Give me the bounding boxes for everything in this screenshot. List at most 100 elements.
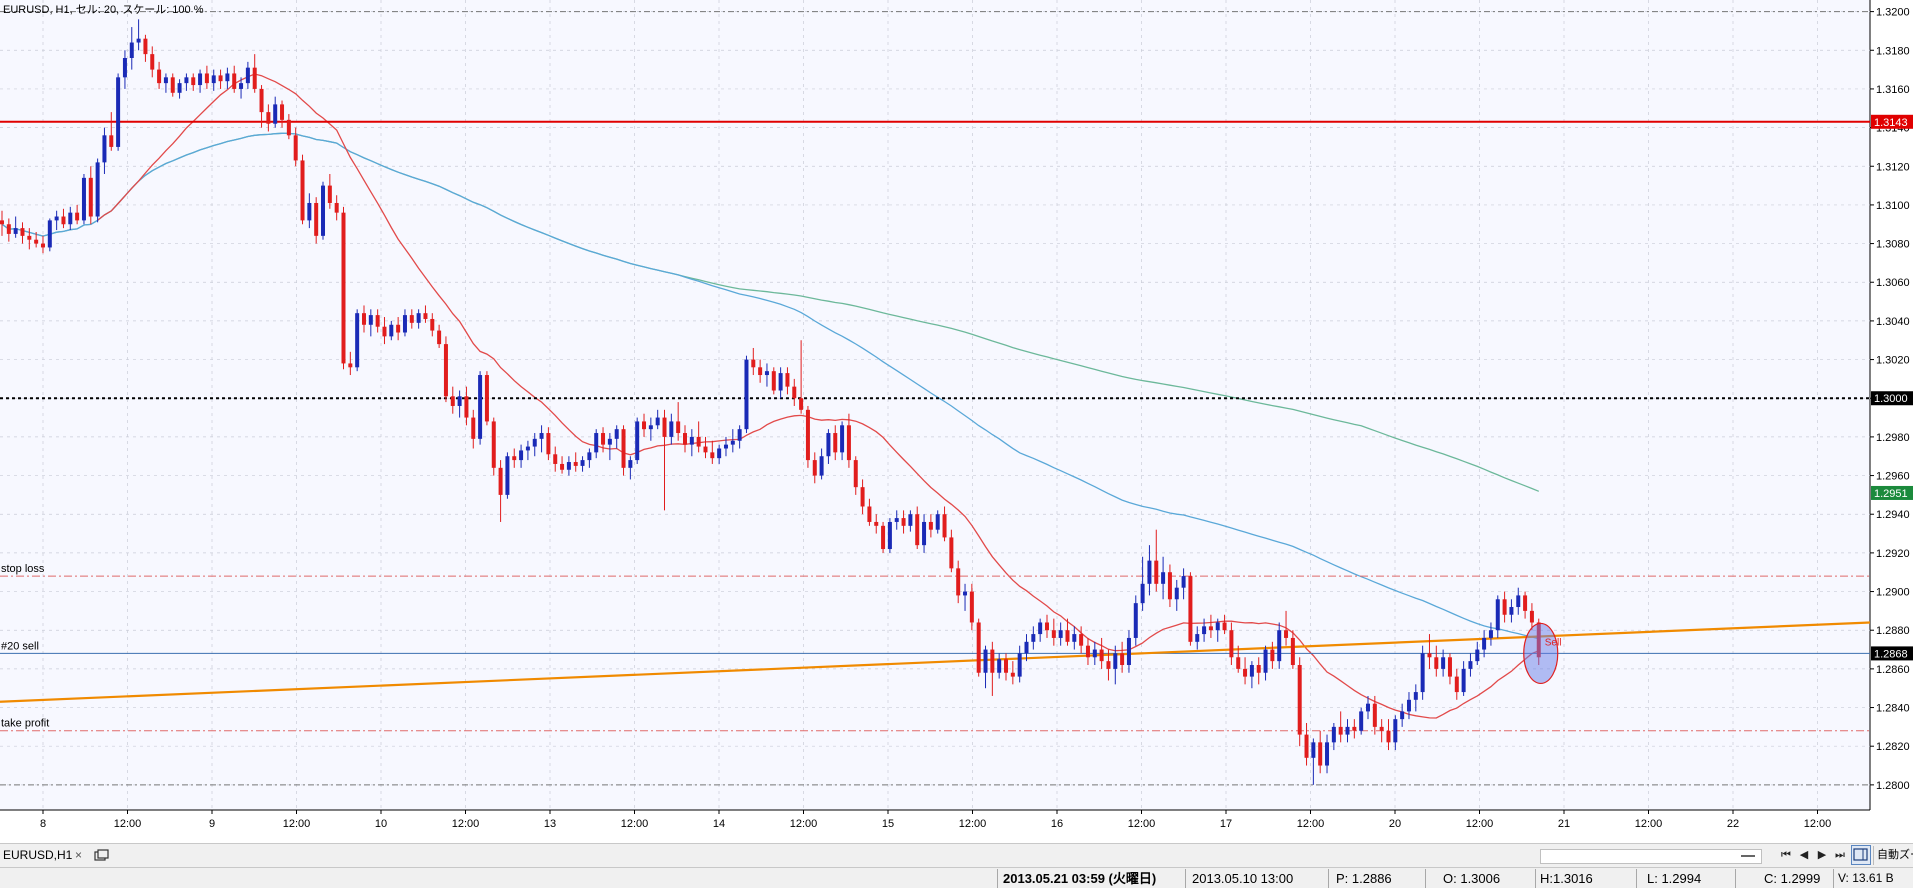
candlesticks: [0, 19, 1541, 785]
auto-zoom-button[interactable]: 自動ズーム: [1873, 846, 1913, 865]
overlays: Sell: [1523, 622, 1561, 685]
candle-body: [1051, 630, 1056, 638]
candle-body: [1256, 665, 1261, 673]
candle-body: [122, 57, 127, 78]
time-axis-labels: 8 12:00 9 12:00 10 12:00 13 12:00 14 12:00 15 12:00…: [40, 810, 1831, 830]
candle-body: [129, 42, 134, 58]
price-tag-box: [1871, 114, 1913, 129]
candle-body: [484, 375, 489, 422]
price-tag-label: 1.3000: [1874, 393, 1908, 405]
candle-body: [266, 112, 271, 124]
candle-body: [252, 67, 257, 89]
candle-body: [1345, 726, 1350, 735]
time-tick-label: 13: [544, 818, 556, 830]
chart-scrollbar[interactable]: [1540, 849, 1762, 864]
candle-body: [334, 202, 339, 213]
candle-body: [696, 436, 701, 447]
candle-body: [1352, 726, 1357, 731]
candle-body: [683, 433, 687, 445]
grid: [0, 0, 1870, 810]
take-profit-line-label: take profit: [1, 718, 49, 730]
time-tick-label: 12:00: [1128, 818, 1156, 830]
time-tick-label: 12:00: [1297, 818, 1325, 830]
candle-body: [942, 514, 947, 538]
price-axis-labels: 1.32001.31801.31601.31401.31201.31001.30…: [1870, 7, 1913, 792]
scrollbar-thumb[interactable]: [1741, 855, 1755, 857]
candle-body: [1488, 630, 1493, 638]
candle-body: [840, 425, 845, 453]
candle-body: [491, 421, 496, 468]
status-separator: [1535, 869, 1536, 888]
candle-body: [915, 514, 920, 546]
trendline: [0, 621, 1871, 703]
candle-body: [143, 38, 148, 55]
candle-body: [894, 518, 899, 522]
candle-body: [1126, 637, 1131, 666]
stop-loss-line-label: stop loss: [1, 563, 45, 575]
candle-body: [1079, 634, 1084, 646]
scroll-right-icon[interactable]: ▶: [1817, 849, 1827, 861]
scroll-left-icon[interactable]: ◀: [1799, 849, 1809, 861]
candle-body: [1133, 603, 1138, 638]
price-chart[interactable]: stop loss take profit #20 sell Sell 1.3200…: [0, 0, 1913, 843]
candle-body: [75, 212, 80, 221]
candle-body: [1120, 653, 1125, 666]
status-bar-time: 2013.05.10 13:00: [1192, 871, 1294, 886]
candle-body: [368, 315, 373, 325]
candle-body: [1284, 630, 1289, 638]
time-tick-label: 16: [1051, 818, 1063, 830]
candle-body: [833, 433, 838, 453]
price-tick-label: 1.3060: [1876, 277, 1910, 289]
candle-body: [607, 438, 612, 445]
plot-area[interactable]: [0, 0, 1870, 810]
candle-body: [628, 460, 633, 468]
candle-body: [1420, 653, 1425, 693]
price-tag-box: [1871, 391, 1913, 406]
candle-body: [1441, 657, 1446, 669]
candle-body: [621, 429, 626, 468]
chart-shift-button[interactable]: [1851, 845, 1871, 865]
candle-body: [464, 396, 469, 418]
candle-body: [642, 421, 647, 430]
candle-body: [1338, 726, 1343, 735]
time-tick-label: 12:00: [1466, 818, 1494, 830]
candle-body: [758, 367, 763, 376]
candle-body: [409, 315, 414, 323]
scroll-to-end-icon[interactable]: ⏭: [1835, 849, 1845, 861]
tab-close-icon[interactable]: ×: [75, 848, 83, 862]
candle-body: [976, 622, 981, 673]
candle-body: [1263, 649, 1268, 673]
candle-body: [1065, 630, 1070, 642]
candle-body: [737, 429, 742, 441]
status-volume: V: 13.61 B: [1838, 871, 1894, 885]
candle-body: [1393, 719, 1398, 743]
candle-body: [498, 467, 503, 495]
price-tick-label: 1.2800: [1876, 780, 1910, 792]
candle-body: [402, 315, 407, 333]
restore-window-icon[interactable]: [94, 849, 110, 868]
candle-body: [321, 185, 326, 236]
time-axis[interactable]: [0, 810, 1913, 843]
status-price: P: 1.2886: [1336, 871, 1392, 886]
candle-body: [662, 417, 667, 437]
candle-body: [218, 75, 223, 82]
candle-body: [956, 568, 961, 596]
time-tick-label: 21: [1558, 818, 1570, 830]
candle-body: [1325, 742, 1330, 766]
candle-body: [689, 436, 694, 445]
candle-body: [1297, 665, 1302, 735]
candle-body: [1010, 672, 1015, 677]
price-tag-label: 1.3143: [1874, 117, 1908, 129]
tab-eurusd-h1[interactable]: EURUSD,H1: [3, 846, 72, 865]
chart-tabs-bar: EURUSD,H1 × ⏮ ◀ ▶ ⏭ 自動ズーム: [0, 843, 1913, 867]
candle-body: [13, 228, 18, 234]
status-separator: [1425, 869, 1426, 888]
status-separator: [1185, 869, 1186, 888]
candle-body: [949, 537, 954, 569]
candle-body: [1113, 653, 1118, 669]
candle-body: [1406, 699, 1411, 712]
candle-body: [327, 185, 332, 203]
candle-body: [1523, 595, 1528, 611]
scroll-to-start-icon[interactable]: ⏮: [1781, 849, 1791, 861]
candle-body: [532, 438, 537, 447]
